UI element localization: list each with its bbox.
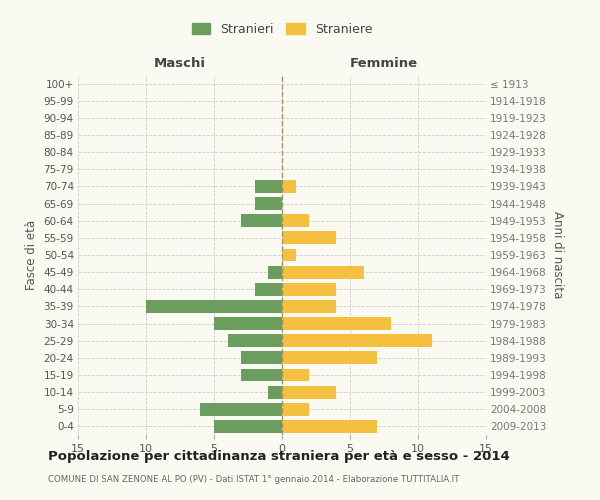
Text: Popolazione per cittadinanza straniera per età e sesso - 2014: Popolazione per cittadinanza straniera p…	[48, 450, 510, 463]
Bar	[282, 334, 431, 347]
Bar	[282, 214, 309, 227]
Bar	[282, 368, 309, 382]
Y-axis label: Fasce di età: Fasce di età	[25, 220, 38, 290]
Bar	[214, 420, 282, 433]
Bar	[227, 334, 282, 347]
Bar	[282, 352, 377, 364]
Bar	[146, 300, 282, 313]
Bar	[200, 403, 282, 415]
Bar	[282, 180, 296, 193]
Bar	[282, 283, 337, 296]
Bar	[282, 317, 391, 330]
Bar	[255, 283, 282, 296]
Bar	[214, 317, 282, 330]
Text: Femmine: Femmine	[350, 57, 418, 70]
Legend: Stranieri, Straniere: Stranieri, Straniere	[189, 20, 375, 38]
Bar	[282, 248, 296, 262]
Text: COMUNE DI SAN ZENONE AL PO (PV) - Dati ISTAT 1° gennaio 2014 - Elaborazione TUTT: COMUNE DI SAN ZENONE AL PO (PV) - Dati I…	[48, 475, 460, 484]
Bar	[241, 368, 282, 382]
Text: Maschi: Maschi	[154, 57, 206, 70]
Bar	[282, 266, 364, 278]
Bar	[282, 232, 337, 244]
Y-axis label: Anni di nascita: Anni di nascita	[551, 212, 563, 298]
Bar	[255, 180, 282, 193]
Bar	[268, 266, 282, 278]
Bar	[282, 386, 337, 398]
Bar	[282, 403, 309, 415]
Bar	[282, 420, 377, 433]
Bar	[241, 214, 282, 227]
Bar	[255, 197, 282, 210]
Bar	[268, 386, 282, 398]
Bar	[241, 352, 282, 364]
Bar	[282, 300, 337, 313]
